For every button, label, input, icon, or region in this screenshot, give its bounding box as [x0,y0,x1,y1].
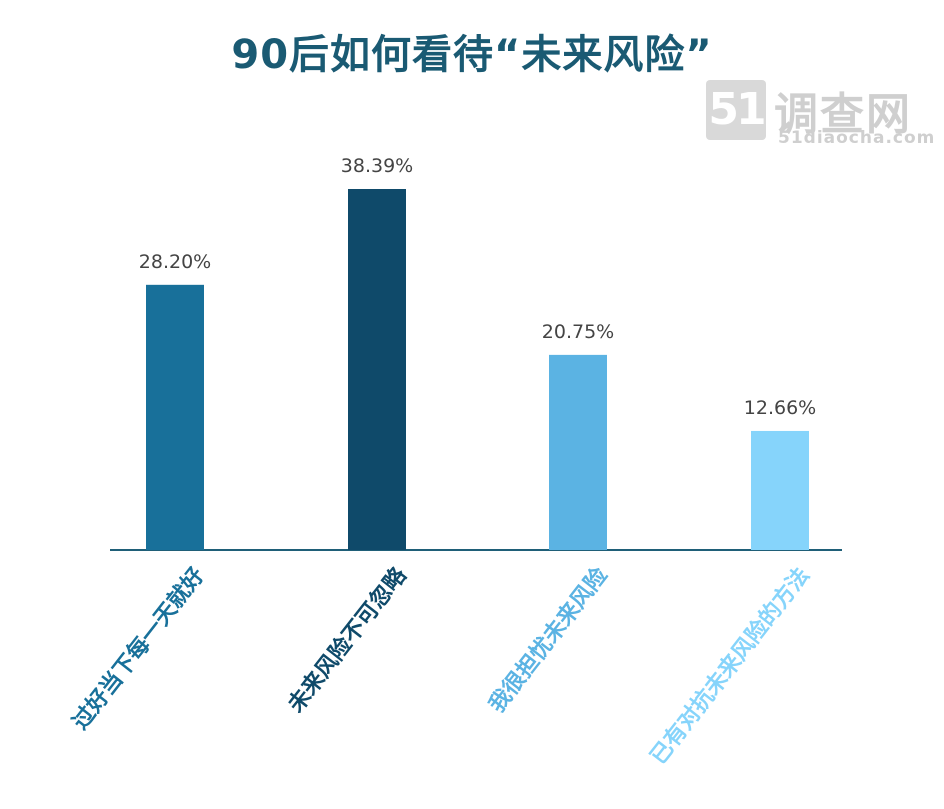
bar-1 [146,284,204,550]
bar-3 [549,354,607,550]
bar-2 [348,189,406,550]
watermark-badge: 51 [706,80,767,140]
value-label-3: 20.75% [542,321,614,343]
category-label-4: 已有对抗未来风险的方法 [645,563,814,770]
category-label-2: 未来风险不可忽略 [283,562,412,717]
category-label-1: 过好当下每一天就好 [67,563,209,735]
value-label-2: 38.39% [341,155,413,177]
value-label-4: 12.66% [744,397,816,419]
category-label-3: 我很担忧未来风险 [484,562,613,717]
watermark-url: 51diaocha.com [778,128,936,148]
watermark-name: 调查网 [774,89,912,140]
chart-title: 90后如何看待“未来风险” [231,32,713,78]
watermark-logo: 51 调查网 51diaocha.com [702,76,934,152]
value-label-1: 28.20% [139,251,211,273]
bar-4 [751,430,809,550]
